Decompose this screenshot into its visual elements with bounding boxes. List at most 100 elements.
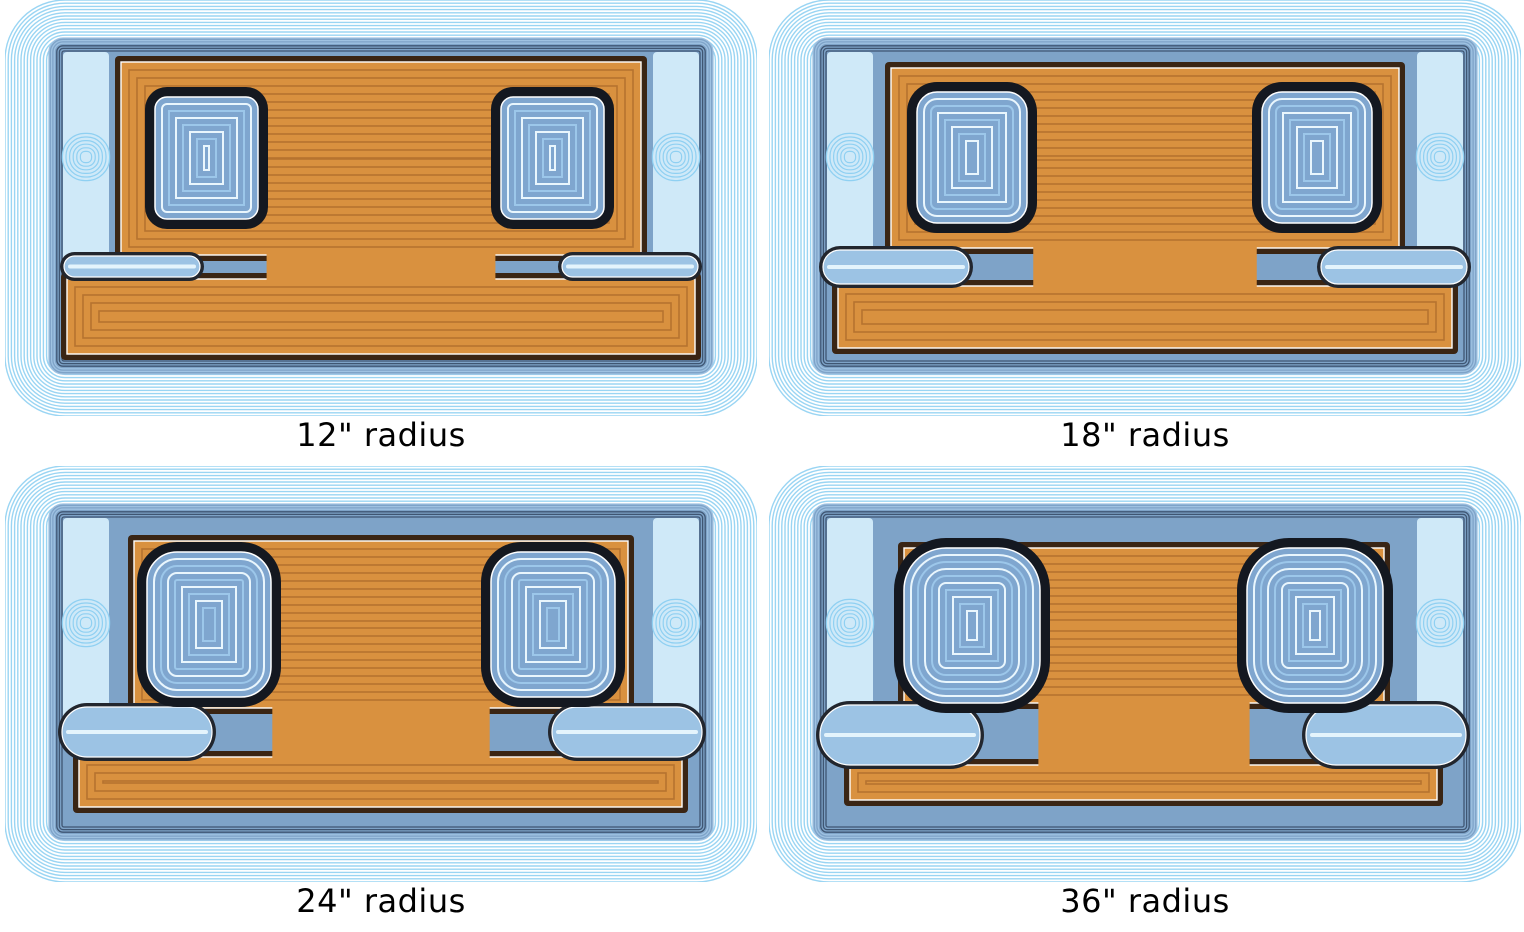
wall-contour-line (58, 47, 704, 365)
room-contour-line (861, 309, 1429, 325)
side-bar-line (68, 606, 103, 641)
side-bar (63, 518, 109, 728)
column-contour-line (931, 575, 1013, 676)
wall-contour-line (817, 508, 1473, 836)
outer-contour-line (774, 471, 1516, 877)
column-contour-line (945, 589, 999, 662)
side-bar-line (832, 606, 867, 641)
room-connector (272, 704, 490, 761)
side-bar-line (651, 598, 701, 648)
wall-contour-line (56, 511, 706, 833)
column-contour-line (944, 119, 1000, 196)
side-bar-line (1422, 606, 1457, 641)
outer-contour-line (26, 487, 736, 861)
outer-contour-line (36, 497, 726, 851)
wall-contour-line (53, 42, 709, 370)
side-bar-line (666, 147, 686, 167)
slot-highlight (824, 733, 976, 737)
outer-contour-line (10, 5, 752, 411)
outer-contour-line (33, 28, 729, 388)
offset-diagram-24 (5, 466, 757, 882)
column-contour-line (189, 131, 224, 185)
column-contour-line (924, 568, 1020, 683)
diagram-group (5, 466, 757, 882)
column-contour-line (195, 600, 223, 649)
diagram-group (5, 0, 757, 416)
side-bar-line (843, 616, 857, 630)
side-bar-line (65, 602, 107, 644)
outer-contour-line (771, 2, 1519, 414)
column-contour-line (930, 105, 1014, 210)
column-contour-line (153, 558, 265, 691)
outer-contour-line (790, 487, 1500, 861)
room-contour-line (74, 286, 688, 347)
caption-1: 12" radius (296, 416, 466, 454)
room-connector (1038, 699, 1250, 769)
room-contour-line (898, 75, 1392, 241)
slot-highlight (1310, 733, 1462, 737)
side-bar-line (61, 132, 111, 182)
column-contour-line (549, 145, 556, 171)
side-bar (653, 52, 699, 262)
wall-contour-line (50, 505, 712, 839)
side-bar (653, 518, 699, 728)
outer-contour-line (781, 12, 1509, 404)
column (916, 91, 1028, 224)
column-contour-line (188, 593, 230, 656)
column-contour-line (1281, 582, 1349, 669)
side-bar-line (669, 150, 683, 164)
column-contour-line (951, 126, 993, 189)
wall-contour-line (820, 511, 1470, 833)
column-contour-line (525, 586, 581, 663)
column-contour-line (497, 558, 609, 691)
room-contour-line (86, 764, 675, 800)
column-contour-line (160, 565, 258, 684)
column-contour-line (1267, 568, 1363, 683)
side-bar (827, 518, 873, 728)
outer-contour-line (26, 21, 736, 395)
panel-2 (769, 0, 1521, 416)
side-bar-line (840, 147, 860, 167)
outer-contour-line (793, 24, 1497, 392)
diagram-group (769, 466, 1521, 882)
side-bar-line (655, 602, 697, 644)
wall-contour-line (820, 45, 1470, 367)
column-contour-line (514, 110, 591, 206)
column (903, 547, 1041, 704)
column-contour-line (203, 145, 210, 171)
room-base (837, 285, 1453, 349)
column-contour-line (542, 138, 563, 178)
side-bar-line (79, 150, 93, 164)
column-contour-line (1310, 140, 1324, 175)
offset-diagram-12 (5, 0, 757, 416)
caption-4: 36" radius (1060, 882, 1230, 920)
side-bar-line (61, 598, 111, 648)
column-contour-line (528, 124, 577, 192)
side-bar-line (825, 598, 875, 648)
column (154, 96, 259, 220)
diagram-group (769, 0, 1521, 416)
side-bar-line (655, 136, 697, 178)
column-contour-line (511, 572, 595, 677)
outer-contour-line (800, 497, 1490, 851)
column-contour-line (546, 607, 560, 642)
column-contour-line (1289, 119, 1345, 196)
wall-contour-line (822, 47, 1468, 365)
outer-contour-line (39, 500, 723, 848)
wall-contour-line (825, 516, 1465, 828)
column-contour-line (1274, 575, 1356, 676)
caption-3: 24" radius (296, 882, 466, 920)
wall-contour-line (58, 513, 704, 831)
slot-highlight (68, 264, 196, 269)
side-bar-line (658, 606, 693, 641)
outer-contour-line (803, 500, 1487, 848)
column-contour-line (539, 600, 567, 649)
caption-2: 18" radius (1060, 416, 1230, 454)
column-contour-line (168, 110, 245, 206)
room-base (849, 764, 1438, 801)
slot-highlight (827, 265, 965, 269)
column-contour-line (182, 124, 231, 192)
room-contour-line (102, 780, 659, 784)
outer-contour-line (20, 481, 742, 867)
side-bar-line (669, 616, 683, 630)
